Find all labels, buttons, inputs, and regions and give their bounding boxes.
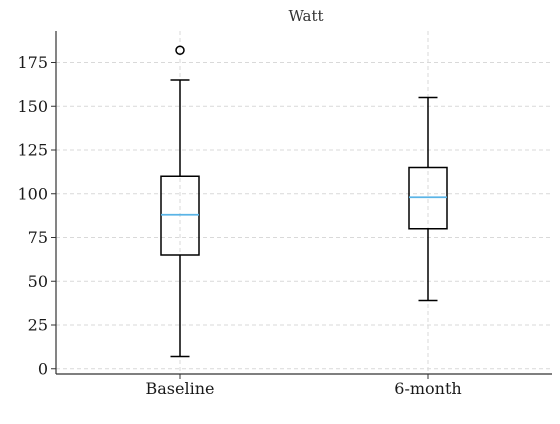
y-tick-label: 175 <box>17 53 48 72</box>
y-tick-label: 125 <box>17 141 48 160</box>
chart-title: Watt <box>288 7 323 25</box>
boxes <box>160 45 448 358</box>
y-tick-label: 50 <box>28 272 48 291</box>
box-baseline <box>160 45 200 358</box>
y-tick-label: 100 <box>17 184 48 203</box>
x-tick-label: Baseline <box>146 379 215 398</box>
y-tick-label: 150 <box>17 97 48 116</box>
y-tick-label: 0 <box>38 359 48 378</box>
box-6-month <box>408 96 448 302</box>
y-tick-label: 75 <box>28 228 48 247</box>
tick-labels: 0 25 50 75 100 125 150 175 Baseline 6-month <box>17 53 461 398</box>
outlier-point <box>175 45 185 55</box>
x-tick-label: 6-month <box>394 379 461 398</box>
y-tick-label: 25 <box>28 316 48 335</box>
axes <box>51 31 552 379</box>
grid-lines <box>56 31 552 374</box>
